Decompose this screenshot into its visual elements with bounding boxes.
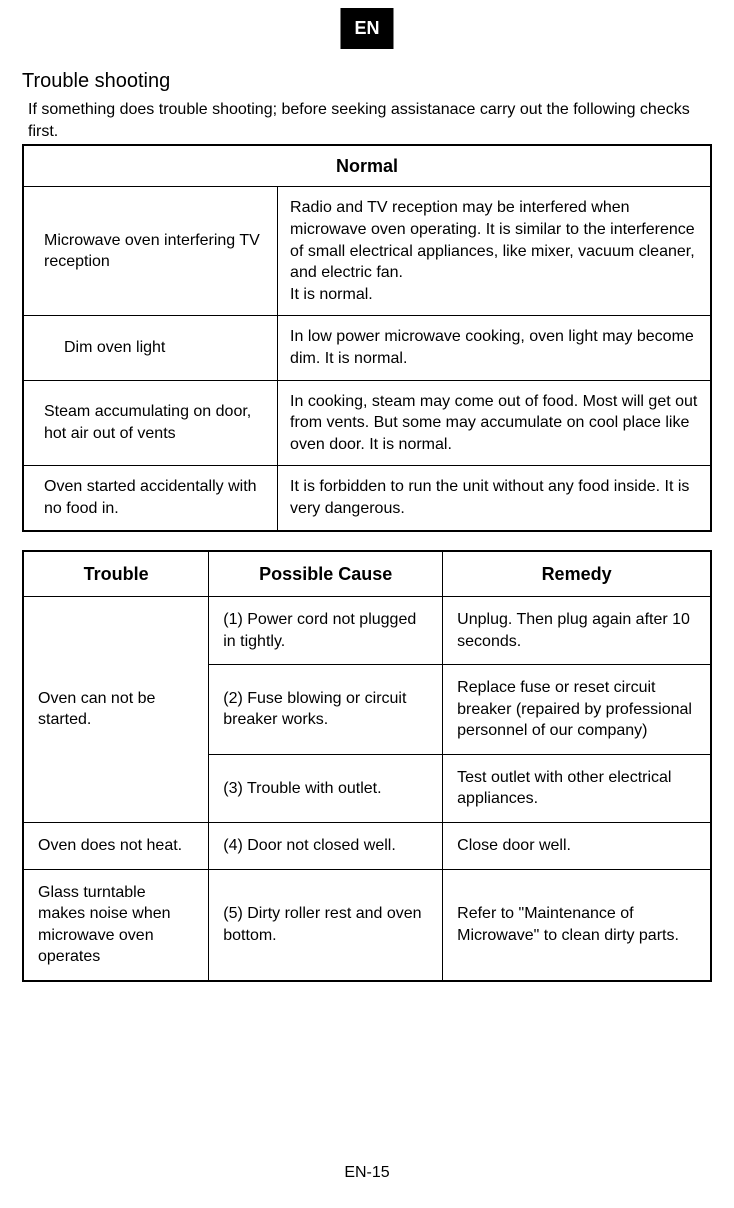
table-header-row: Trouble Possible Cause Remedy: [23, 551, 711, 597]
language-badge: EN: [340, 8, 393, 49]
trouble-table: Trouble Possible Cause Remedy Oven can n…: [22, 550, 712, 982]
table-row: Glass turntable makes noise when microwa…: [23, 869, 711, 981]
page-content: Trouble shooting If something does troub…: [22, 70, 712, 982]
cause-0: (1) Power cord not plugged in tightly.: [209, 596, 443, 664]
th-cause: Possible Cause: [209, 551, 443, 597]
cause-3: (4) Door not closed well.: [209, 823, 443, 870]
normal-left-3: Oven started accidentally with no food i…: [23, 466, 278, 531]
table-row: Dim oven light In low power microwave co…: [23, 316, 711, 380]
trouble-3: Oven does not heat.: [23, 823, 209, 870]
table-row: Oven started accidentally with no food i…: [23, 466, 711, 531]
th-remedy: Remedy: [443, 551, 711, 597]
normal-left-2: Steam accumulating on door, hot air out …: [23, 380, 278, 466]
table-row: Microwave oven interfering TV reception …: [23, 187, 711, 316]
normal-left-1: Dim oven light: [23, 316, 278, 380]
th-trouble: Trouble: [23, 551, 209, 597]
intro-text: If something does trouble shooting; befo…: [22, 99, 712, 142]
normal-right-0: Radio and TV reception may be interfered…: [278, 187, 711, 316]
normal-right-2: In cooking, steam may come out of food. …: [278, 380, 711, 466]
remedy-3: Close door well.: [443, 823, 711, 870]
cause-2: (3) Trouble with outlet.: [209, 754, 443, 822]
trouble-4: Glass turntable makes noise when microwa…: [23, 869, 209, 981]
remedy-1: Replace fuse or reset circuit breaker (r…: [443, 665, 711, 755]
cause-1: (2) Fuse blowing or circuit breaker work…: [209, 665, 443, 755]
page-title: Trouble shooting: [22, 70, 712, 93]
table-row: Oven does not heat. (4) Door not closed …: [23, 823, 711, 870]
cause-4: (5) Dirty roller rest and oven bottom.: [209, 869, 443, 981]
trouble-0: Oven can not be started.: [23, 596, 209, 822]
table-row: Oven can not be started. (1) Power cord …: [23, 596, 711, 664]
normal-header: Normal: [23, 145, 711, 187]
remedy-4: Refer to "Maintenance of Microwave" to c…: [443, 869, 711, 981]
remedy-2: Test outlet with other electrical applia…: [443, 754, 711, 822]
remedy-0: Unplug. Then plug again after 10 seconds…: [443, 596, 711, 664]
normal-left-0: Microwave oven interfering TV reception: [23, 187, 278, 316]
normal-right-1: In low power microwave cooking, oven lig…: [278, 316, 711, 380]
page-number: EN-15: [0, 1164, 734, 1182]
normal-table: Normal Microwave oven interfering TV rec…: [22, 144, 712, 531]
table-row: Steam accumulating on door, hot air out …: [23, 380, 711, 466]
normal-right-3: It is forbidden to run the unit without …: [278, 466, 711, 531]
